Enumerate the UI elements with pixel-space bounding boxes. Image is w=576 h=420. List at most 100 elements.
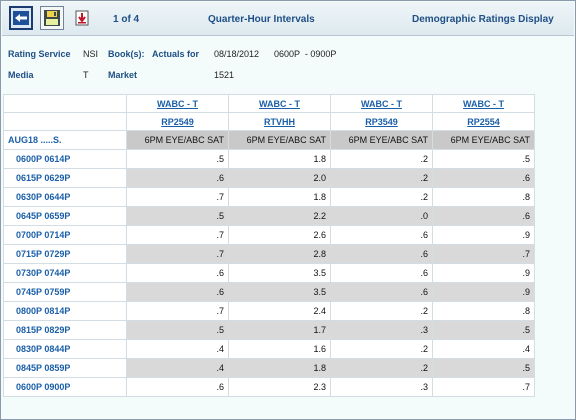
rating-cell: .5 bbox=[432, 320, 535, 340]
blank-cell bbox=[3, 94, 127, 113]
program-header-row: RP2549 RTVHH RP3549 RP2554 bbox=[3, 112, 535, 131]
rating-cell: .6 bbox=[126, 263, 229, 283]
time-interval-link[interactable]: 0730P 0744P bbox=[3, 263, 127, 283]
rating-cell: .9 bbox=[432, 263, 535, 283]
rating-cell: .9 bbox=[432, 225, 535, 245]
table-row: 0615P 0629P .6 2.0.2.6 bbox=[3, 168, 535, 188]
time-interval-link[interactable]: 0715P 0729P bbox=[3, 244, 127, 264]
rating-cell: 1.6 bbox=[228, 339, 331, 359]
rating-cell: .5 bbox=[432, 149, 535, 169]
program-link[interactable]: RTVHH bbox=[228, 112, 331, 131]
time-interval-link[interactable]: 0700P 0714P bbox=[3, 225, 127, 245]
time-interval-link[interactable]: 0815P 0829P bbox=[3, 320, 127, 340]
time-interval-link[interactable]: 0845P 0859P bbox=[3, 358, 127, 378]
station-link[interactable]: WABC - T bbox=[330, 94, 433, 113]
rating-service-value: NSI bbox=[83, 49, 99, 59]
station-link[interactable]: WABC - T bbox=[432, 94, 535, 113]
rating-cell: 2.0 bbox=[228, 168, 331, 188]
toolbar: 1 of 4 Quarter-Hour Intervals Demographi… bbox=[2, 2, 574, 36]
rating-cell: .4 bbox=[126, 358, 229, 378]
rating-cell: 3.5 bbox=[228, 263, 331, 283]
blank-cell bbox=[3, 112, 127, 131]
time-interval-link[interactable]: 0630P 0644P bbox=[3, 187, 127, 207]
page-indicator: 1 of 4 bbox=[113, 14, 140, 25]
time-interval-link[interactable]: 0615P 0629P bbox=[3, 168, 127, 188]
rating-cell: .6 bbox=[330, 263, 433, 283]
date-label: AUG18 .....S. bbox=[3, 130, 127, 150]
table-row: 0815P 0829P .5 1.7.3.5 bbox=[3, 320, 535, 340]
rating-cell: .0 bbox=[330, 206, 433, 226]
time-interval-link[interactable]: 0600P 0900P bbox=[3, 377, 127, 397]
station-link[interactable]: WABC - T bbox=[228, 94, 331, 113]
time-interval-link[interactable]: 0830P 0844P bbox=[3, 339, 127, 359]
export-button[interactable] bbox=[70, 6, 94, 30]
program-link[interactable]: RP2549 bbox=[126, 112, 229, 131]
rating-cell: .6 bbox=[126, 168, 229, 188]
rating-cell: 3.5 bbox=[228, 282, 331, 302]
rating-cell: 1.8 bbox=[228, 149, 331, 169]
rating-cell: .7 bbox=[126, 225, 229, 245]
table-row: 0600P 0900P .6 2.3.3.7 bbox=[3, 377, 535, 397]
table-row: 0830P 0844P .4 1.6.2.4 bbox=[3, 339, 535, 359]
rating-cell: .9 bbox=[432, 282, 535, 302]
media-value: T bbox=[83, 70, 89, 80]
rating-cell: .8 bbox=[432, 301, 535, 321]
rating-cell: .8 bbox=[432, 187, 535, 207]
table-row: 0700P 0714P .7 2.6.6.9 bbox=[3, 225, 535, 245]
table-row: 0730P 0744P .6 3.5.6.9 bbox=[3, 263, 535, 283]
table-row: 0745P 0759P .6 3.5.6.9 bbox=[3, 282, 535, 302]
rating-cell: .2 bbox=[330, 301, 433, 321]
rating-cell: 2.3 bbox=[228, 377, 331, 397]
rating-cell: .6 bbox=[330, 282, 433, 302]
ratings-table: WABC - T WABC - T WABC - T WABC - T RP25… bbox=[3, 94, 535, 397]
rating-cell: .7 bbox=[432, 244, 535, 264]
rating-cell: .7 bbox=[432, 377, 535, 397]
demo-header: 6PM EYE/ABC SAT bbox=[432, 130, 535, 150]
rating-cell: 1.7 bbox=[228, 320, 331, 340]
station-link[interactable]: WABC - T bbox=[126, 94, 229, 113]
program-link[interactable]: RP3549 bbox=[330, 112, 433, 131]
time-interval-link[interactable]: 0800P 0814P bbox=[3, 301, 127, 321]
rating-cell: .2 bbox=[330, 339, 433, 359]
rating-cell: 1.8 bbox=[228, 187, 331, 207]
table-row: 0645P 0659P .5 2.2.0.6 bbox=[3, 206, 535, 226]
rating-cell: .5 bbox=[126, 149, 229, 169]
books-value: Actuals for bbox=[152, 49, 200, 59]
table-row: 0845P 0859P .4 1.8.2.5 bbox=[3, 358, 535, 378]
rating-cell: .5 bbox=[432, 358, 535, 378]
rating-cell: 2.4 bbox=[228, 301, 331, 321]
back-button[interactable] bbox=[9, 6, 33, 30]
display-mode-title: Demographic Ratings Display bbox=[412, 14, 554, 25]
time-interval-link[interactable]: 0645P 0659P bbox=[3, 206, 127, 226]
market-value: 1521 bbox=[214, 70, 235, 80]
rating-cell: .7 bbox=[126, 187, 229, 207]
table-row: 0800P 0814P .7 2.4.2.8 bbox=[3, 301, 535, 321]
rating-cell: .6 bbox=[126, 282, 229, 302]
rating-cell: .7 bbox=[126, 301, 229, 321]
rating-cell: 2.6 bbox=[228, 225, 331, 245]
station-header-row: WABC - T WABC - T WABC - T WABC - T bbox=[3, 94, 535, 113]
rating-cell: .5 bbox=[126, 206, 229, 226]
rating-cell: .6 bbox=[126, 377, 229, 397]
demo-header: 6PM EYE/ABC SAT bbox=[228, 130, 331, 150]
rating-cell: .6 bbox=[330, 225, 433, 245]
rating-cell: 2.2 bbox=[228, 206, 331, 226]
rating-cell: .7 bbox=[126, 244, 229, 264]
demo-header: 6PM EYE/ABC SAT bbox=[330, 130, 433, 150]
books-label: Book(s): bbox=[108, 49, 145, 59]
rating-cell: .4 bbox=[126, 339, 229, 359]
time-interval-link[interactable]: 0745P 0759P bbox=[3, 282, 127, 302]
date-value: 08/18/2012 bbox=[214, 49, 260, 59]
market-label: Market bbox=[108, 70, 138, 80]
rating-service-label: Rating Service bbox=[8, 49, 71, 59]
save-button[interactable] bbox=[40, 6, 64, 30]
program-link[interactable]: RP2554 bbox=[432, 112, 535, 131]
rating-cell: .6 bbox=[330, 244, 433, 264]
rating-cell: .2 bbox=[330, 358, 433, 378]
time-interval-link[interactable]: 0600P 0614P bbox=[3, 149, 127, 169]
rating-cell: 1.8 bbox=[228, 358, 331, 378]
export-down-icon bbox=[75, 10, 89, 26]
rating-cell: 2.8 bbox=[228, 244, 331, 264]
save-disk-icon bbox=[44, 10, 60, 26]
media-label: Media bbox=[8, 70, 34, 80]
